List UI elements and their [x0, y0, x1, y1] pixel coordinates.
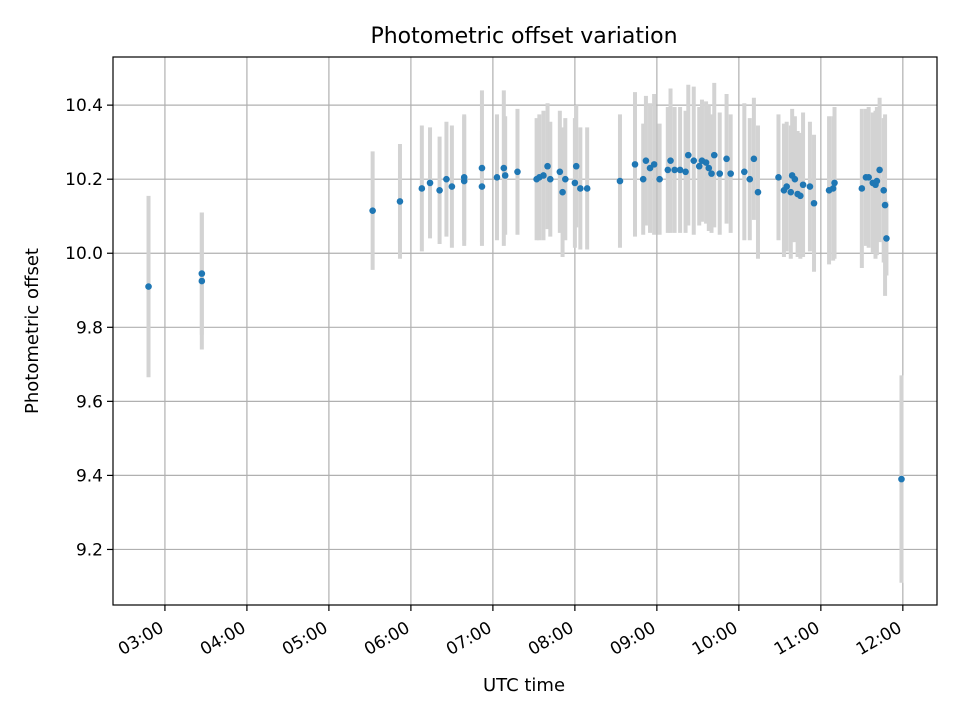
data-point — [746, 175, 754, 183]
data-point — [540, 172, 547, 179]
data-point — [656, 175, 663, 183]
data-point — [577, 185, 584, 192]
data-points — [145, 151, 905, 483]
x-tick-label: 12:00 — [853, 618, 905, 660]
y-tick-label: 10.4 — [65, 96, 103, 116]
data-point — [572, 162, 580, 170]
data-point — [783, 183, 790, 190]
data-point — [460, 174, 468, 181]
data-point — [676, 166, 684, 174]
data-point — [493, 174, 501, 181]
data-point — [559, 188, 566, 196]
data-point — [198, 270, 206, 277]
data-point — [514, 168, 521, 176]
data-point — [880, 186, 888, 194]
x-tick-label: 07:00 — [443, 618, 495, 660]
y-tick-label: 10.0 — [65, 244, 103, 264]
data-point — [562, 175, 569, 183]
data-point — [881, 201, 889, 209]
data-point — [500, 164, 508, 172]
data-point — [727, 170, 734, 177]
data-point — [741, 168, 748, 176]
data-point — [418, 185, 426, 192]
data-point — [831, 179, 838, 187]
data-point — [791, 175, 799, 183]
data-point — [478, 183, 486, 190]
data-point — [797, 192, 804, 200]
data-point — [616, 177, 624, 185]
x-tick-label: 10:00 — [689, 618, 741, 660]
y-tick-label: 9.4 — [76, 466, 103, 486]
data-point — [443, 175, 450, 183]
data-point — [829, 185, 837, 192]
data-point — [671, 166, 678, 174]
data-point — [723, 155, 730, 163]
x-tick-label: 04:00 — [197, 618, 249, 660]
data-point — [145, 283, 152, 290]
data-point — [858, 185, 866, 192]
data-point — [369, 207, 376, 214]
x-axis-ticks: 03:00 04:00 05:00 06:00 07:00 08:00 09:00 10:00… — [115, 605, 905, 660]
data-point — [664, 166, 672, 174]
data-point — [639, 175, 647, 183]
data-point — [571, 179, 579, 187]
y-tick-label: 9.2 — [76, 540, 103, 560]
y-tick-label: 10.2 — [65, 170, 103, 190]
data-point — [396, 198, 404, 205]
data-point — [787, 188, 795, 196]
data-point — [642, 157, 650, 164]
data-point — [873, 177, 881, 185]
data-point — [448, 183, 456, 190]
data-point — [583, 185, 591, 192]
data-point — [436, 186, 443, 194]
y-axis-label: Photometric offset — [22, 248, 43, 414]
x-tick-label: 11:00 — [771, 618, 823, 660]
data-point — [426, 179, 434, 187]
y-tick-label: 9.6 — [76, 392, 103, 412]
plot-area-frame — [112, 56, 938, 606]
data-point — [883, 235, 890, 242]
data-point — [667, 157, 674, 164]
chart-title: Photometric offset variation — [370, 24, 677, 49]
data-point — [750, 155, 758, 163]
data-point — [546, 175, 554, 183]
data-point — [708, 170, 715, 177]
data-point — [695, 162, 703, 170]
data-point — [478, 164, 486, 172]
x-axis-label: UTC time — [483, 675, 565, 696]
x-tick-label: 09:00 — [607, 618, 659, 660]
data-point — [702, 159, 710, 166]
data-point — [556, 168, 564, 176]
data-point — [810, 199, 818, 207]
data-point — [544, 162, 551, 170]
data-point — [754, 188, 762, 196]
x-tick-label: 05:00 — [279, 618, 331, 660]
data-point — [631, 161, 639, 168]
data-point — [198, 277, 206, 285]
data-point — [710, 151, 718, 159]
y-axis-ticks: 9.2 9.4 9.6 9.8 10.0 10.2 10.4 — [65, 96, 113, 560]
data-point — [775, 174, 782, 181]
data-point — [716, 170, 724, 177]
data-point — [799, 181, 807, 189]
data-point — [806, 183, 814, 190]
data-point — [501, 172, 509, 179]
data-point — [684, 151, 692, 159]
x-tick-label: 06:00 — [361, 618, 413, 660]
data-point — [682, 168, 689, 176]
data-point — [865, 174, 872, 181]
y-tick-label: 9.8 — [76, 318, 103, 338]
data-point — [898, 475, 905, 483]
error-bars — [146, 82, 904, 583]
data-point — [650, 161, 658, 168]
x-tick-label: 08:00 — [525, 618, 577, 660]
data-point — [876, 166, 883, 174]
data-point — [705, 164, 713, 172]
data-point — [690, 157, 698, 164]
x-tick-label: 03:00 — [115, 618, 167, 660]
